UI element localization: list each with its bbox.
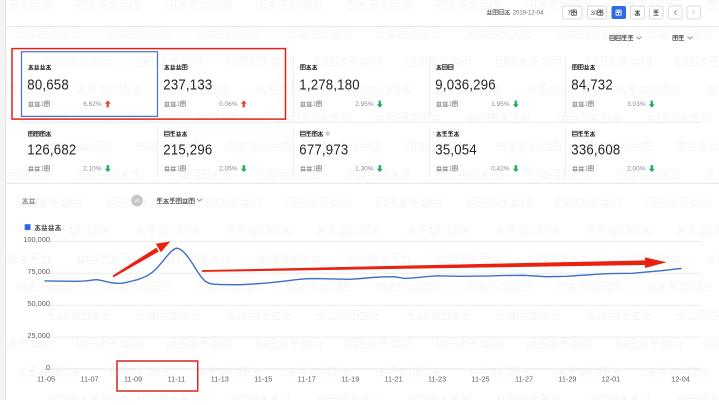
svg-text:80,658: 80,658 xyxy=(27,76,69,93)
svg-text:1: 1 xyxy=(176,166,180,173)
svg-text:1.30%: 1.30% xyxy=(355,166,374,173)
svg-text:11-05: 11-05 xyxy=(37,374,55,383)
svg-text:1: 1 xyxy=(312,166,316,173)
svg-text:2019-12-04: 2019-12-04 xyxy=(513,10,545,16)
svg-text:84,732: 84,732 xyxy=(571,76,613,93)
svg-text:50,000: 50,000 xyxy=(27,299,50,308)
svg-text:1: 1 xyxy=(584,166,588,173)
svg-text:0.42%: 0.42% xyxy=(491,166,510,173)
svg-text:11-19: 11-19 xyxy=(341,374,359,383)
svg-text:1: 1 xyxy=(448,166,452,173)
svg-text:12-01: 12-01 xyxy=(602,374,621,383)
svg-text:2.95%: 2.95% xyxy=(355,101,374,108)
svg-text:2.05%: 2.05% xyxy=(219,166,238,173)
svg-text:215,296: 215,296 xyxy=(163,141,212,158)
svg-text:11-21: 11-21 xyxy=(385,374,403,383)
svg-text:1: 1 xyxy=(312,101,316,108)
svg-text:0: 0 xyxy=(46,363,50,372)
svg-text:12-04: 12-04 xyxy=(671,374,690,383)
svg-text:11-27: 11-27 xyxy=(515,374,533,383)
svg-text:336,608: 336,608 xyxy=(571,141,620,158)
svg-text:677,973: 677,973 xyxy=(299,141,348,158)
svg-text:1.95%: 1.95% xyxy=(491,101,510,108)
svg-text:30: 30 xyxy=(591,10,598,17)
svg-text:2.10%: 2.10% xyxy=(83,166,102,173)
svg-text:237,133: 237,133 xyxy=(163,76,212,93)
svg-text:11-13: 11-13 xyxy=(211,374,229,383)
svg-text:100,000: 100,000 xyxy=(23,235,50,244)
svg-text:11-11: 11-11 xyxy=(168,374,186,383)
svg-text:11-17: 11-17 xyxy=(298,374,316,383)
svg-text:3.03%: 3.03% xyxy=(627,101,646,108)
svg-text:35,054: 35,054 xyxy=(435,141,477,158)
svg-text:1: 1 xyxy=(40,101,44,108)
svg-text:6.62%: 6.62% xyxy=(83,101,102,108)
svg-text:1: 1 xyxy=(40,166,44,173)
svg-text:75,000: 75,000 xyxy=(27,267,50,276)
svg-text::: : xyxy=(36,198,38,205)
svg-text:11-09: 11-09 xyxy=(124,374,142,383)
svg-text:9,036,296: 9,036,296 xyxy=(435,76,496,93)
svg-text:1: 1 xyxy=(176,101,180,108)
svg-text:126,682: 126,682 xyxy=(27,141,76,158)
svg-text:vs: vs xyxy=(134,199,140,205)
svg-text:11-07: 11-07 xyxy=(80,374,98,383)
svg-text:1: 1 xyxy=(448,101,452,108)
svg-text:11-29: 11-29 xyxy=(558,374,576,383)
svg-text:25,000: 25,000 xyxy=(27,331,50,340)
svg-text:0.06%: 0.06% xyxy=(219,101,238,108)
svg-text:7: 7 xyxy=(567,10,571,17)
svg-text:11-25: 11-25 xyxy=(471,374,489,383)
svg-text:2.00%: 2.00% xyxy=(627,166,646,173)
svg-text:1: 1 xyxy=(584,101,588,108)
svg-text:1,278,180: 1,278,180 xyxy=(299,76,360,93)
svg-text:11-23: 11-23 xyxy=(428,374,446,383)
svg-text:11-15: 11-15 xyxy=(254,374,272,383)
